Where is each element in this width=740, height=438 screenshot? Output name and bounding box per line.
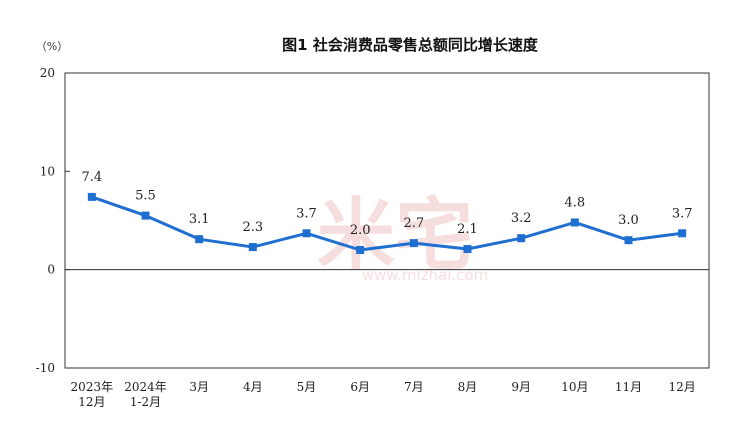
data-label: 3.7 xyxy=(296,206,317,221)
data-label: 3.0 xyxy=(618,213,639,228)
x-tick-label: 3月 xyxy=(189,380,209,394)
x-tick-label-line: 1-2月 xyxy=(130,395,161,409)
x-tick-label-line: 11月 xyxy=(615,380,642,394)
x-tick-label: 2023年 12月 xyxy=(71,380,114,409)
data-point-marker xyxy=(356,246,365,254)
x-tick-label: 5月 xyxy=(297,380,317,394)
x-tick-label: 9月 xyxy=(511,380,531,394)
watermark-url: www.mizhai.com xyxy=(362,266,489,284)
x-tick-label: 12月 xyxy=(669,380,696,394)
plot-area-frame xyxy=(64,72,710,369)
data-label: 3.2 xyxy=(511,211,532,226)
watermark-logo: 米宅 www.mizhai.com xyxy=(317,191,488,284)
x-tick-label: 10月 xyxy=(561,380,588,394)
x-tick-label-line: 2023年 xyxy=(71,380,114,394)
data-labels: 7.4 5.5 3.1 2.3 3.7 2.0 2.7 2.1 3.2 4.8 3.0 3.7 xyxy=(81,170,692,238)
x-tick-label-line: 9月 xyxy=(511,380,531,394)
x-tick-label-line: 6月 xyxy=(350,380,370,394)
data-point-marker xyxy=(141,211,150,220)
series-line xyxy=(91,195,683,252)
y-tick-label: 0 xyxy=(47,263,55,277)
data-point-marker xyxy=(570,218,579,227)
x-tick-label: 2024年 1-2月 xyxy=(124,380,167,409)
x-tick-label-line: 12月 xyxy=(669,380,696,394)
x-tick-label-line: 12月 xyxy=(78,395,105,409)
data-point-marker xyxy=(624,236,633,245)
data-point-marker xyxy=(87,192,96,201)
data-point-marker xyxy=(248,243,257,252)
data-label: 2.7 xyxy=(403,216,424,231)
data-point-marker xyxy=(195,235,204,244)
data-point-marker xyxy=(678,229,687,238)
x-tick-label-line: 3月 xyxy=(189,380,209,394)
x-tick-label-line: 8月 xyxy=(458,380,478,394)
y-tick-label: 10 xyxy=(40,164,55,178)
x-tick-label-line: 2024年 xyxy=(124,380,167,394)
x-tick-label-line: 10月 xyxy=(561,380,588,394)
watermark-logo-text: 米宅 xyxy=(317,191,473,281)
y-tick-label: 20 xyxy=(40,66,55,80)
x-tick-label-line: 5月 xyxy=(297,380,317,394)
data-label: 7.4 xyxy=(81,170,102,185)
y-tick-label: -10 xyxy=(36,361,55,375)
x-tick-label-line: 7月 xyxy=(404,380,424,394)
data-point-marker xyxy=(409,239,418,248)
data-point-marker xyxy=(302,229,311,238)
data-label: 3.7 xyxy=(672,206,693,221)
chart-title: 图1 社会消费品零售总额同比增长速度 xyxy=(282,36,539,54)
data-label: 2.1 xyxy=(457,222,478,237)
x-tick-label: 7月 xyxy=(404,380,424,394)
y-axis: -10 0 10 20 xyxy=(36,66,70,375)
x-tick-label: 6月 xyxy=(350,380,370,394)
data-label: 2.3 xyxy=(242,220,263,235)
x-tick-label: 11月 xyxy=(615,380,642,394)
data-point-marker xyxy=(517,234,526,243)
x-tick-label: 8月 xyxy=(458,380,478,394)
x-tick-label-line: 4月 xyxy=(243,380,263,394)
data-label: 5.5 xyxy=(135,189,156,204)
data-label: 2.0 xyxy=(350,223,371,238)
y-axis-unit-label: （%） xyxy=(36,40,68,53)
x-tick-label: 4月 xyxy=(243,380,263,394)
data-point-marker xyxy=(463,245,472,254)
data-label: 3.1 xyxy=(189,212,210,227)
series-markers xyxy=(87,192,687,254)
data-label: 4.8 xyxy=(564,195,585,210)
